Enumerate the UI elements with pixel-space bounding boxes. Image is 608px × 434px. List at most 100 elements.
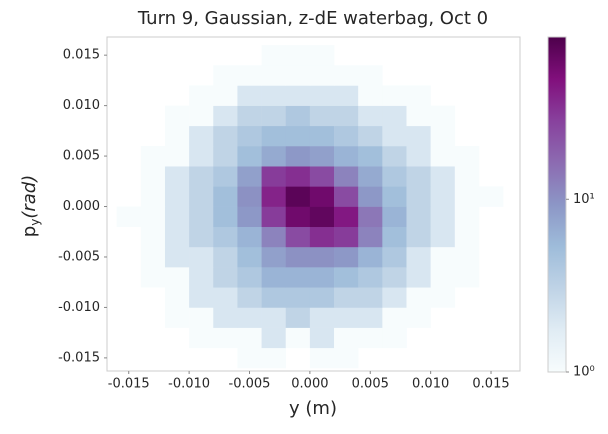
hist-cell: [164, 226, 190, 248]
hist-cell: [430, 125, 456, 147]
hist-cell: [334, 145, 359, 167]
hist-cell: [261, 287, 287, 308]
hist-cell: [285, 105, 311, 127]
hist-cell: [382, 267, 407, 288]
hist-cell: [334, 186, 359, 207]
hist-cell: [164, 105, 190, 127]
hist-cell: [189, 186, 214, 207]
hist-cell: [285, 125, 311, 147]
x-tick-label: -0.010: [168, 377, 210, 392]
hist-cell: [430, 105, 456, 127]
hist-cell: [140, 145, 166, 167]
hist-cell: [237, 226, 262, 248]
hist-cell: [164, 206, 190, 228]
colorbar: [547, 36, 567, 373]
hist-cell: [164, 287, 190, 308]
hist-cell: [406, 186, 431, 207]
hist-cell: [237, 206, 262, 228]
hist-cell: [430, 145, 456, 167]
hist-cell: [189, 105, 214, 127]
y-tick-label: 0.010: [63, 98, 100, 113]
hist-cell: [382, 206, 407, 228]
hist-cell: [164, 267, 190, 288]
hist-cell: [261, 347, 287, 369]
hist-cell: [189, 267, 214, 288]
hist-cell: [382, 307, 407, 328]
hist-cell: [237, 327, 262, 349]
hist-cell: [334, 267, 359, 288]
hist-cell: [285, 287, 311, 308]
x-tick-label: 0.000: [291, 377, 328, 392]
hist-cell: [164, 145, 190, 167]
hist-cell: [406, 287, 431, 308]
hist-cell: [309, 347, 335, 369]
hist-cell: [140, 186, 166, 207]
y-label-base: p: [19, 226, 40, 237]
hist-cell: [140, 246, 166, 268]
hist-cell: [213, 65, 238, 86]
hist-cell: [189, 125, 214, 147]
hist-cell: [382, 166, 407, 187]
hist-cell: [237, 166, 262, 187]
plot-frame: [106, 36, 521, 372]
hist-cell: [261, 145, 287, 167]
hist-cell: [358, 166, 383, 187]
hist-cell: [309, 145, 335, 167]
hist-cell: [213, 85, 238, 106]
hist-cell: [334, 105, 359, 127]
hist-cell: [285, 45, 311, 66]
hist-cell: [261, 125, 287, 147]
hist-cell: [430, 226, 456, 248]
chart-title: Turn 9, Gaussian, z-dE waterbag, Oct 0: [137, 8, 488, 29]
hist-cell: [213, 206, 238, 228]
hist-cell: [406, 226, 431, 248]
hist-cell: [382, 246, 407, 268]
hist-cell: [237, 267, 262, 288]
hist-cell: [164, 186, 190, 207]
hist-cell: [189, 307, 214, 328]
hist-cell: [140, 267, 166, 288]
hist-cell: [213, 327, 238, 349]
hist-cell: [213, 267, 238, 288]
hist-cell: [189, 287, 214, 308]
hist-cell: [334, 287, 359, 308]
hist-cell: [334, 85, 359, 106]
hist-cell: [285, 85, 311, 106]
hist-cell: [309, 65, 335, 86]
hist-cell: [261, 267, 287, 288]
y-axis-label: py(rad): [19, 175, 42, 237]
hist-cell: [358, 105, 383, 127]
hist-cell: [430, 287, 456, 308]
hist-cell: [309, 166, 335, 187]
hist-cell: [454, 166, 480, 187]
hist-cell: [334, 347, 359, 369]
hist-cell: [285, 186, 311, 207]
hist-cell: [140, 226, 166, 248]
hist-cell: [430, 246, 456, 268]
hist-cell: [454, 267, 480, 288]
x-tick-label: 0.010: [412, 377, 449, 392]
hist-cell: [189, 166, 214, 187]
hist-cell: [213, 307, 238, 328]
hist-cell: [334, 206, 359, 228]
hist-cell: [213, 246, 238, 268]
hist-cell: [309, 186, 335, 207]
hist-cell: [164, 246, 190, 268]
hist-cell: [334, 246, 359, 268]
hist-cell: [334, 307, 359, 328]
y-tick-label: 0.015: [63, 48, 100, 63]
y-tick-label: -0.010: [58, 300, 100, 315]
x-axis-label: y (m): [289, 398, 337, 419]
hist-cell: [309, 327, 335, 349]
hist-cell: [382, 85, 407, 106]
hist-cell: [285, 307, 311, 328]
hist-cell: [164, 166, 190, 187]
hist-cell: [382, 145, 407, 167]
hist-cell: [406, 125, 431, 147]
y-tick-label: -0.005: [58, 249, 100, 264]
hist-cell: [334, 226, 359, 248]
hist-cell: [309, 206, 335, 228]
x-tick-label: -0.015: [108, 377, 150, 392]
hist-cell: [237, 65, 262, 86]
